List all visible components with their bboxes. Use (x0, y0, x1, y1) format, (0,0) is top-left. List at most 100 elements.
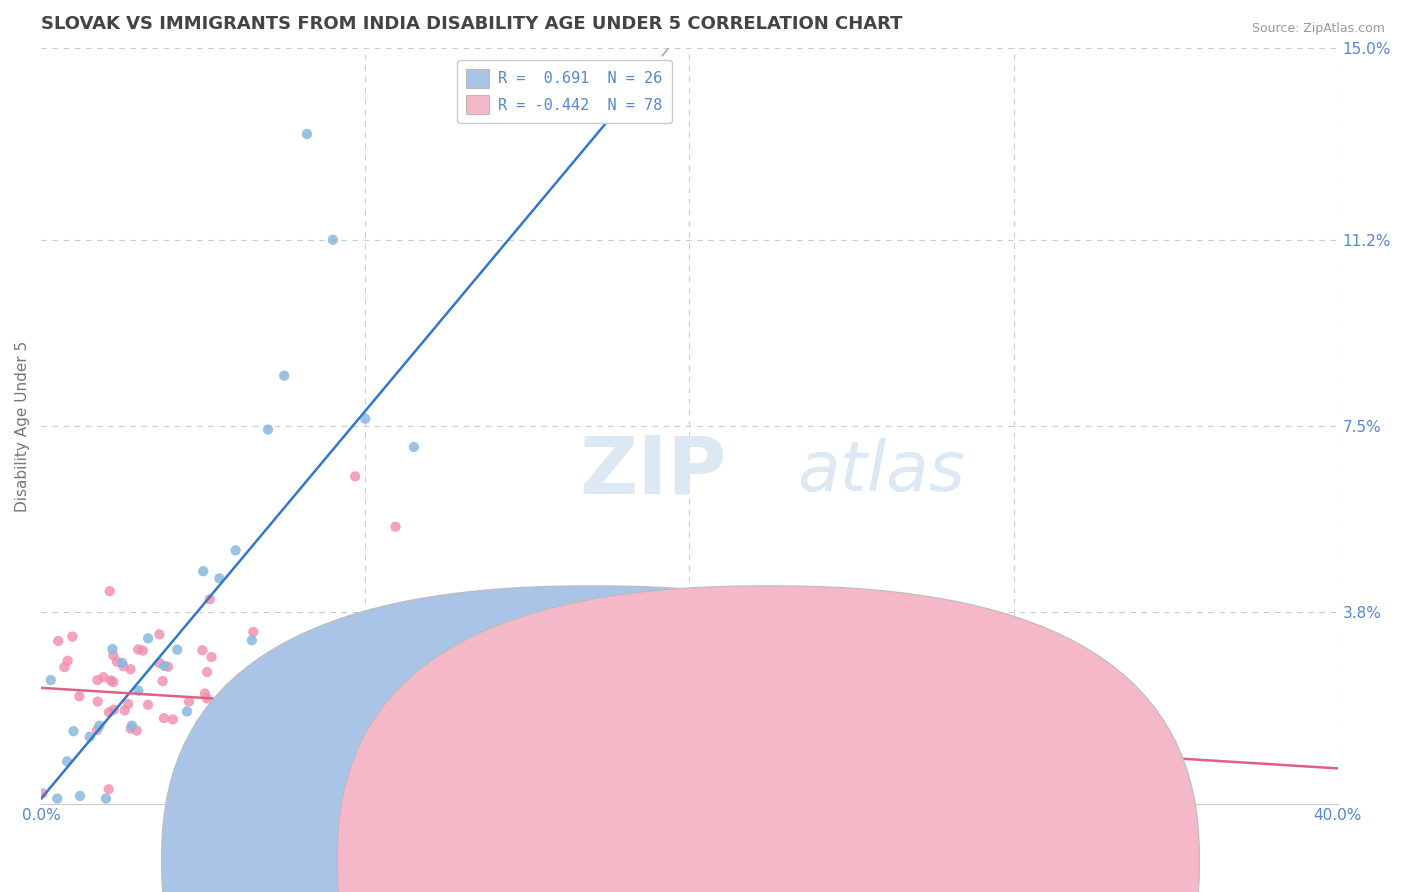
Point (344, 469, 367, 483)
Point (125, 723, 148, 738)
Point (152, 674, 174, 689)
Point (561, 776, 583, 790)
Point (62, 724, 84, 739)
Point (240, 633, 263, 648)
Point (717, 680, 740, 694)
Point (103, 675, 125, 690)
Point (120, 722, 142, 736)
Point (366, 734, 388, 748)
Point (112, 659, 135, 673)
Point (322, 233, 344, 247)
Point (117, 697, 139, 711)
Point (208, 571, 231, 585)
Point (136, 632, 159, 646)
Point (69, 789, 91, 803)
Point (132, 643, 155, 657)
Point (222, 692, 245, 706)
Point (86, 673, 108, 687)
Y-axis label: Disability Age Under 5: Disability Age Under 5 (15, 341, 30, 512)
Point (586, 677, 609, 691)
Point (153, 711, 176, 725)
Point (97, 705, 120, 719)
Point (373, 685, 395, 699)
Text: atlas: atlas (797, 438, 965, 505)
Point (127, 642, 149, 657)
Point (412, 756, 434, 771)
Point (295, 127, 318, 141)
Point (94, 791, 117, 805)
Point (56, 654, 79, 668)
Point (127, 683, 149, 698)
Point (89, 718, 111, 732)
Point (429, 649, 451, 664)
Point (39, 673, 62, 687)
Point (384, 519, 406, 533)
Point (562, 683, 585, 698)
Point (79, 730, 101, 744)
Point (103, 648, 125, 663)
Point (813, 764, 835, 778)
Point (148, 656, 170, 670)
Point (121, 718, 143, 732)
Point (86, 694, 108, 708)
Text: Slovaks: Slovaks (619, 856, 678, 871)
Point (231, 716, 253, 731)
Point (188, 717, 211, 731)
Point (242, 624, 264, 639)
Point (492, 702, 515, 716)
Point (337, 737, 360, 751)
Point (224, 689, 246, 703)
Point (304, 675, 326, 690)
Point (225, 543, 247, 558)
Point (200, 650, 222, 665)
Point (541, 707, 564, 722)
Text: Source: ZipAtlas.com: Source: ZipAtlas.com (1251, 22, 1385, 36)
Point (451, 667, 474, 681)
Point (31, 786, 53, 800)
Point (273, 368, 295, 383)
Point (105, 655, 128, 669)
Text: Immigrants from India: Immigrants from India (794, 856, 965, 871)
Point (93, 670, 115, 684)
Point (374, 735, 396, 749)
Point (98, 584, 121, 599)
Point (100, 673, 122, 688)
Point (402, 440, 425, 454)
Point (804, 742, 827, 756)
Point (157, 659, 180, 673)
Point (523, 690, 546, 705)
Point (120, 662, 142, 676)
Point (363, 700, 385, 714)
Point (177, 694, 200, 708)
Point (103, 703, 125, 717)
Point (239, 732, 262, 747)
Point (328, 704, 350, 718)
Point (101, 642, 124, 657)
Point (111, 656, 134, 670)
Point (97, 782, 120, 797)
Point (114, 703, 136, 717)
Point (136, 698, 159, 712)
Point (46, 634, 69, 648)
Point (176, 705, 198, 719)
Legend: R =  0.691  N = 26, R = -0.442  N = 78: R = 0.691 N = 26, R = -0.442 N = 78 (457, 60, 672, 123)
Point (482, 650, 505, 665)
Point (67, 690, 90, 704)
Point (579, 690, 602, 704)
Point (166, 642, 188, 657)
Point (191, 643, 214, 657)
Point (287, 661, 309, 675)
Point (202, 755, 225, 769)
Point (193, 564, 215, 578)
Point (262, 657, 284, 671)
Point (257, 423, 280, 437)
Point (148, 627, 170, 641)
Point (195, 665, 218, 679)
Point (413, 688, 436, 702)
Point (56, 755, 79, 769)
Text: ZIP: ZIP (579, 433, 727, 510)
Point (86, 723, 108, 737)
Point (246, 663, 269, 677)
Point (198, 592, 221, 607)
Point (354, 411, 377, 425)
